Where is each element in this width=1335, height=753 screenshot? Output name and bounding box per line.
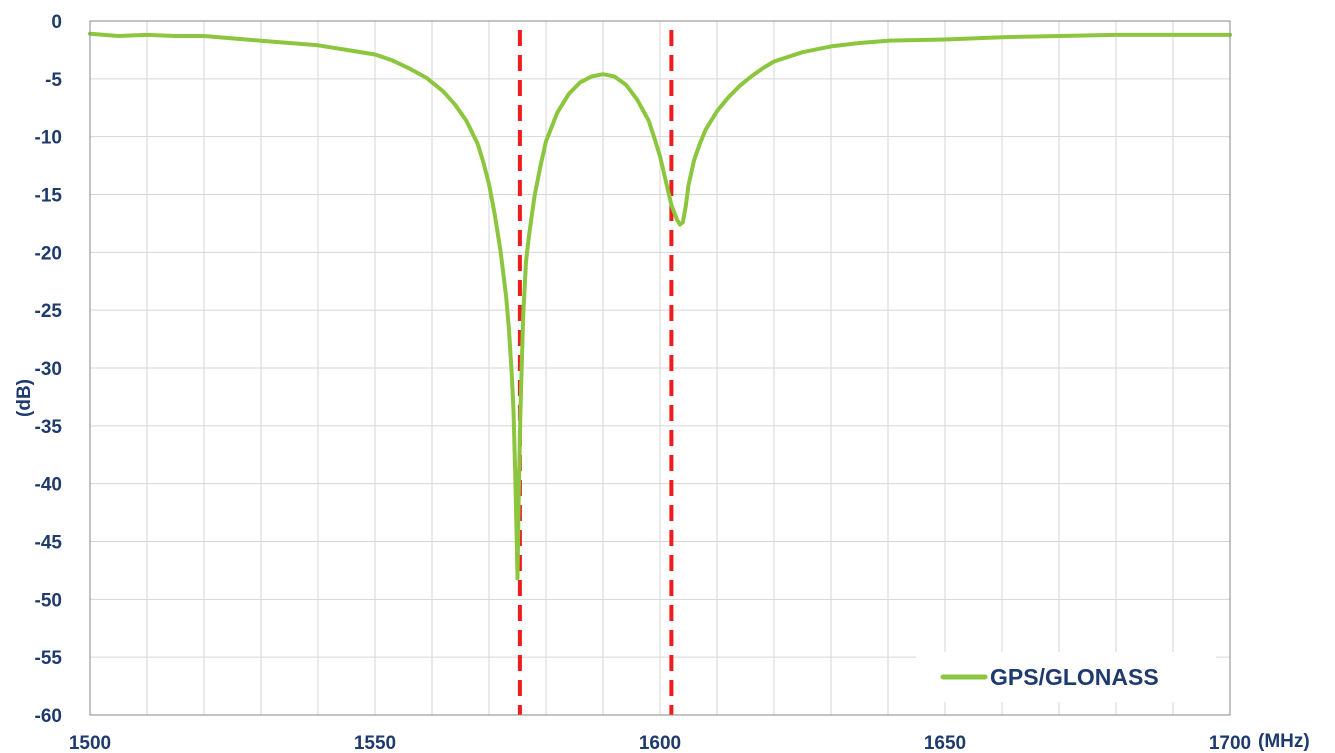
y-tick-label: -60 xyxy=(35,706,62,727)
y-tick-label: -50 xyxy=(35,590,62,611)
series-layer xyxy=(88,31,1232,581)
x-tick-label: 1600 xyxy=(639,733,681,753)
y-tick-label: -45 xyxy=(35,533,63,554)
y-tick-label: -30 xyxy=(35,359,62,380)
legend: GPS/GLONASS xyxy=(916,652,1216,702)
y-tick-label: -40 xyxy=(35,475,62,496)
x-tick-label: 1500 xyxy=(69,733,111,753)
plot-frame xyxy=(89,20,1231,716)
y-tick-label: -25 xyxy=(35,301,63,322)
legend-label: GPS/GLONASS xyxy=(990,664,1159,690)
x-axis-title: (MHz) xyxy=(1258,731,1310,752)
y-tick-label: -10 xyxy=(35,128,62,149)
y-tick-label: -20 xyxy=(35,243,62,264)
reference-lines xyxy=(517,30,674,715)
x-tick-label: 1650 xyxy=(924,733,966,753)
series-line xyxy=(88,31,1232,581)
y-tick-label: -55 xyxy=(35,648,63,669)
y-tick-label: -15 xyxy=(35,186,63,207)
y-tick-labels: 0 -5 -10 -15 -20 -25 -30 -35 -40 -45 -50 -55 -60 xyxy=(35,12,63,727)
x-tick-label: 1550 xyxy=(354,733,396,753)
y-tick-label: 0 xyxy=(51,12,62,33)
x-tick-labels: 1500 1550 1600 1650 1700 xyxy=(69,733,1251,753)
grid xyxy=(90,20,1230,716)
x-tick-label: 1700 xyxy=(1209,733,1251,753)
y-tick-label: -5 xyxy=(45,70,62,91)
y-tick-label: -35 xyxy=(35,417,63,438)
y-axis-title: (dB) xyxy=(14,379,35,417)
